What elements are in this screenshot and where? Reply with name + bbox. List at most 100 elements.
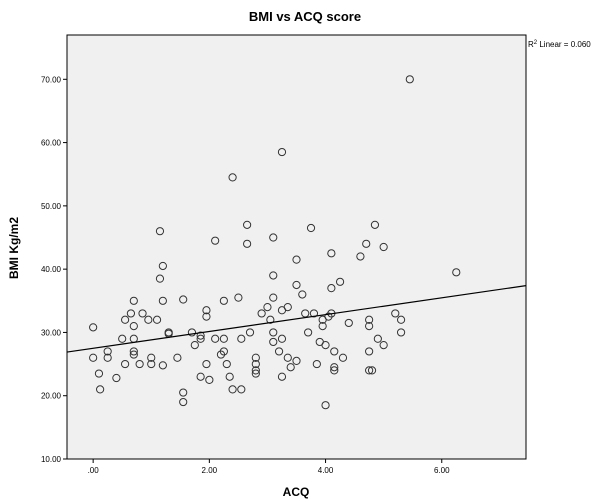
data-point	[298, 290, 307, 299]
data-point	[222, 359, 231, 369]
data-point	[286, 363, 295, 372]
data-point	[129, 296, 138, 305]
data-point	[292, 356, 301, 366]
data-point	[237, 334, 246, 343]
data-point	[292, 255, 301, 264]
data-point	[243, 239, 252, 248]
data-point	[96, 385, 105, 394]
data-point	[379, 242, 388, 252]
data-point	[202, 312, 211, 321]
data-point	[228, 385, 237, 394]
data-point	[269, 233, 278, 242]
x-tick-label: 4.00	[318, 466, 334, 475]
data-point	[292, 280, 301, 290]
data-point	[327, 284, 336, 293]
data-point	[155, 274, 165, 283]
data-point	[89, 353, 98, 362]
data-point	[367, 366, 377, 375]
y-tick-label: 70.00	[41, 75, 62, 84]
fit-line-group	[66, 285, 527, 353]
data-point	[205, 375, 214, 384]
data-point	[277, 147, 287, 157]
x-axis: .00 2.00 4.00 6.00	[88, 459, 450, 475]
data-point	[234, 293, 243, 302]
data-point	[251, 366, 260, 375]
data-point	[202, 306, 211, 315]
linear-fit-line	[66, 285, 527, 353]
data-point	[365, 315, 374, 324]
data-point	[370, 220, 380, 229]
y-tick-label: 50.00	[41, 202, 62, 211]
data-point	[330, 363, 339, 372]
data-point	[112, 373, 121, 383]
data-point	[179, 388, 188, 397]
x-tick-label: 6.00	[434, 466, 450, 475]
data-point	[129, 322, 138, 331]
data-point	[306, 223, 316, 233]
data-point	[179, 295, 188, 304]
y-tick-label: 60.00	[41, 139, 62, 148]
data-point	[225, 372, 234, 381]
data-point	[152, 315, 162, 324]
x-tick-label: 2.00	[202, 466, 218, 475]
data-point	[94, 369, 104, 378]
data-point	[202, 359, 211, 369]
y-tick-label: 40.00	[41, 265, 62, 274]
data-point	[121, 315, 130, 324]
data-point	[173, 353, 182, 362]
data-point	[89, 323, 98, 332]
data-point	[126, 309, 136, 318]
data-points	[89, 75, 461, 410]
data-point	[321, 340, 330, 350]
data-point	[327, 249, 336, 258]
data-point	[243, 220, 252, 229]
data-point	[251, 359, 260, 369]
data-point	[179, 397, 188, 407]
data-point	[379, 340, 388, 350]
data-point	[396, 315, 406, 324]
data-point	[196, 372, 205, 381]
data-point	[211, 334, 220, 343]
data-point	[405, 75, 414, 84]
y-tick-label: 10.00	[41, 455, 62, 464]
data-point	[158, 261, 167, 271]
data-point	[219, 296, 228, 305]
data-point	[263, 303, 272, 312]
data-point	[158, 296, 167, 305]
data-point	[103, 347, 112, 356]
data-point	[211, 236, 220, 245]
data-point	[335, 277, 345, 286]
data-point	[330, 366, 339, 375]
data-point	[283, 303, 292, 312]
data-point	[283, 353, 292, 362]
data-point	[396, 328, 406, 337]
data-point	[155, 227, 165, 236]
data-point	[362, 239, 371, 248]
data-point	[147, 359, 156, 369]
plot-area	[66, 34, 527, 460]
data-point	[304, 328, 313, 337]
data-point	[269, 293, 278, 302]
data-point	[158, 361, 167, 370]
data-point	[373, 334, 382, 343]
data-point	[187, 328, 197, 337]
data-point	[103, 353, 112, 362]
data-point	[219, 334, 228, 343]
data-point	[318, 322, 327, 331]
data-point	[251, 353, 260, 362]
data-point	[196, 331, 205, 340]
data-point	[135, 359, 144, 369]
data-point	[190, 340, 199, 350]
y-axis: 10.00 20.00 30.00 40.00 50.00 60.00 70.00	[41, 75, 67, 464]
data-point	[365, 322, 374, 331]
data-point	[277, 334, 287, 343]
data-point	[144, 315, 153, 324]
data-point	[269, 328, 278, 337]
data-point	[138, 309, 147, 318]
data-point	[452, 268, 461, 277]
x-tick-label: .00	[88, 466, 100, 475]
data-point	[164, 328, 173, 337]
data-point	[321, 401, 330, 410]
data-point	[118, 334, 127, 343]
y-tick-label: 30.00	[41, 328, 62, 337]
